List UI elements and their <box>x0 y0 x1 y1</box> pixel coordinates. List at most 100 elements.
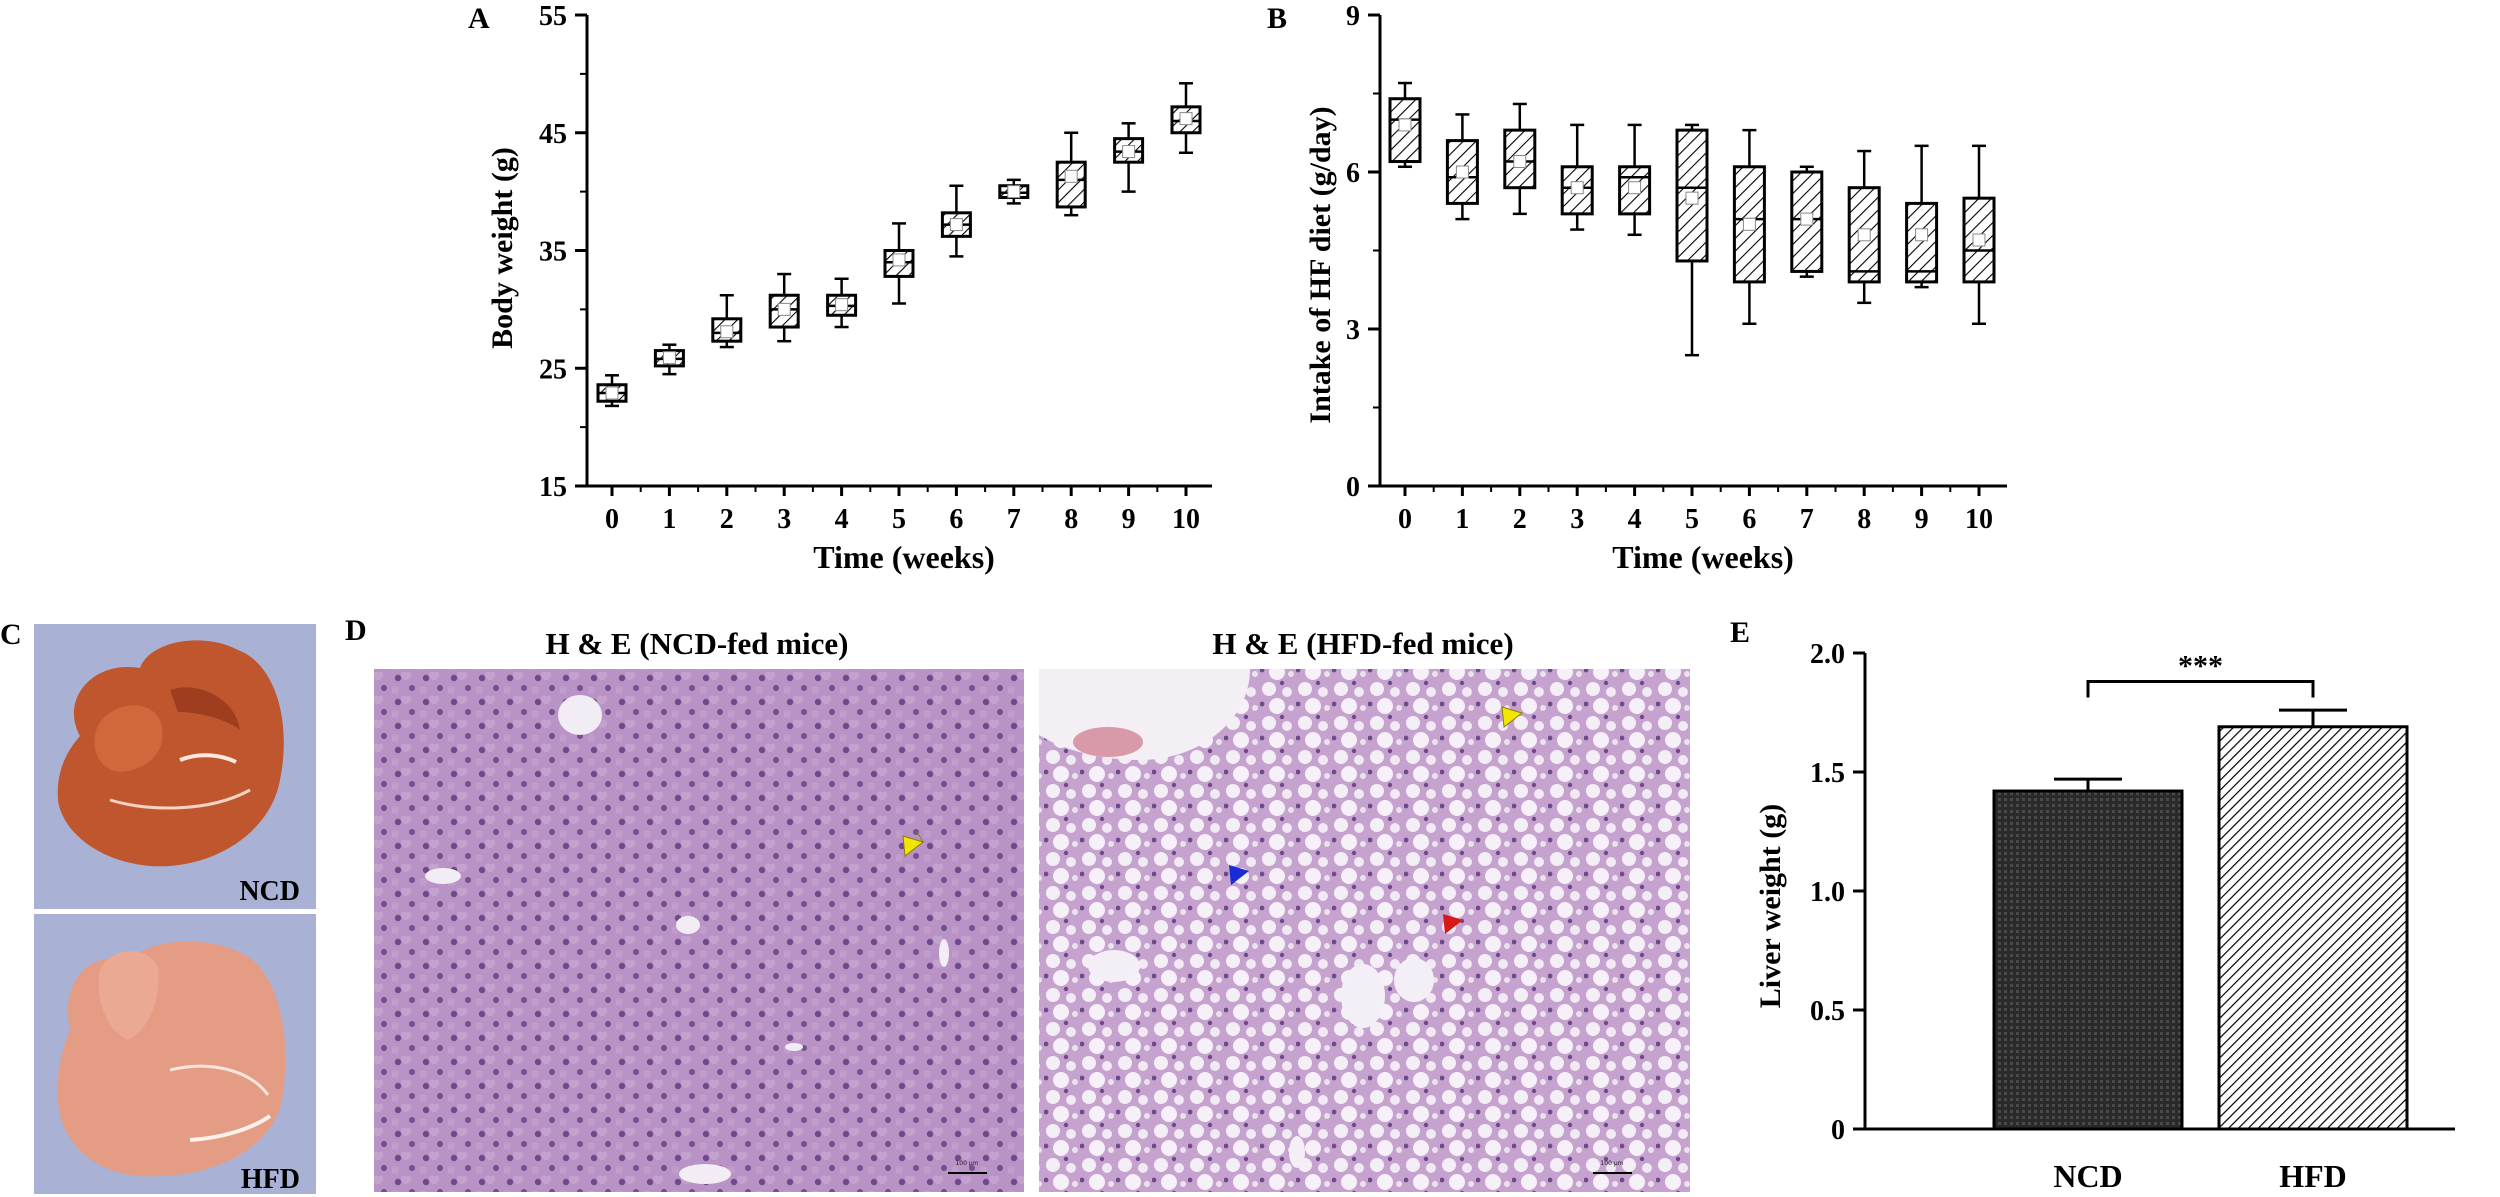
box-mean-marker <box>1972 233 1986 247</box>
box-mean-marker <box>1455 165 1469 179</box>
box-mean-marker <box>720 325 734 339</box>
x-tick-label: 5 <box>892 504 906 535</box>
panel-c-letter: C <box>0 618 22 651</box>
x-tick-label: 9 <box>1915 504 1929 535</box>
panel-a-boxes <box>596 82 1202 408</box>
he-hfd-title: H & E (HFD-fed mice) <box>1212 626 1513 661</box>
x-tick-label: 8 <box>1857 504 1871 535</box>
box-iqr <box>1055 160 1087 209</box>
panel-b-letter: B <box>1267 2 1287 35</box>
panel-b-box-plot: B 0 3 6 9 0 1 2 3 4 5 6 7 8 9 10 Time (weeks) Intake o… <box>1267 1 2007 575</box>
x-tick-label: 6 <box>1742 504 1756 535</box>
x-tick-label: 10 <box>1172 504 1200 535</box>
x-tick-label: 1 <box>662 504 676 535</box>
x-tick-label: 0 <box>605 504 619 535</box>
box-mean-marker <box>1915 228 1929 242</box>
x-tick-label: 7 <box>1800 504 1814 535</box>
panel-e-y-axis-label: Liver weight (g) <box>1754 804 1787 1008</box>
panel-b-axes: 0 3 6 9 0 1 2 3 4 5 6 7 8 9 10 <box>1346 1 2007 535</box>
y-tick-label: 0 <box>1831 1115 1845 1146</box>
box-week-8 <box>1055 131 1087 217</box>
box-iqr <box>1503 128 1537 190</box>
box-week-5 <box>1675 123 1709 357</box>
x-tick-label: 1 <box>1455 504 1469 535</box>
x-tick-label: 9 <box>1122 504 1136 535</box>
box-week-6 <box>940 184 972 258</box>
box-mean-marker <box>1007 185 1021 199</box>
y-tick-label: 0 <box>1346 472 1360 503</box>
bar-ncd: NCD <box>1992 777 2184 1194</box>
box-week-3 <box>1560 123 1594 231</box>
box-mean-marker <box>1742 217 1756 231</box>
x-tick-label: 6 <box>949 504 963 535</box>
x-tick-label: 8 <box>1064 504 1078 535</box>
box-iqr <box>1905 201 1939 284</box>
bar-hfd: HFD <box>2217 708 2409 1194</box>
bar-rect <box>1992 789 2184 1131</box>
box-week-5 <box>883 222 915 305</box>
panel-b-y-axis-label: Intake of HF diet (g/day) <box>1304 106 1337 423</box>
box-mean-marker <box>662 351 676 365</box>
y-tick-label: 9 <box>1346 1 1360 32</box>
y-tick-label: 15 <box>539 472 567 503</box>
box-week-10 <box>1170 82 1202 155</box>
box-iqr <box>1962 196 1996 284</box>
box-week-2 <box>711 293 743 349</box>
he-hfd-scale-bar: 100 μm <box>1600 1160 1623 1167</box>
box-week-9 <box>1905 144 1939 289</box>
box-mean-marker <box>1179 112 1193 126</box>
bar-rect <box>2217 725 2409 1131</box>
box-week-0 <box>1388 81 1422 169</box>
box-week-4 <box>1618 123 1652 237</box>
box-mean-marker <box>1064 169 1078 183</box>
box-week-1 <box>1445 113 1479 221</box>
x-tick-label: 0 <box>1398 504 1412 535</box>
he-ncd-image: 100 μm <box>374 669 1024 1192</box>
photo-liver-ncd: NCD <box>34 624 316 909</box>
panel-b-boxes <box>1388 81 1996 357</box>
box-iqr <box>1388 97 1422 164</box>
x-tick-label: 4 <box>1628 504 1642 535</box>
box-mean-marker <box>605 386 619 400</box>
box-week-4 <box>826 277 858 329</box>
panel-d-letter: D <box>345 614 367 647</box>
box-mean-marker <box>1628 181 1642 195</box>
box-week-2 <box>1503 102 1537 216</box>
box-mean-marker <box>1513 155 1527 169</box>
box-week-0 <box>596 374 628 408</box>
significance-label: *** <box>2178 650 2223 683</box>
box-week-8 <box>1847 149 1881 305</box>
panel-e-bars: NCD HFD *** <box>1992 650 2409 1194</box>
box-week-10 <box>1962 144 1996 326</box>
significance-bracket: *** <box>2086 650 2315 698</box>
x-tick-label: 3 <box>777 504 791 535</box>
panel-a-x-axis-label: Time (weeks) <box>813 539 995 575</box>
box-mean-marker <box>892 253 906 267</box>
y-tick-label: 35 <box>539 237 567 268</box>
x-tick-label: 5 <box>1685 504 1699 535</box>
box-week-3 <box>768 272 800 343</box>
liver-ncd-label: NCD <box>239 876 300 907</box>
y-tick-label: 45 <box>539 119 567 150</box>
he-ncd-title: H & E (NCD-fed mice) <box>545 626 848 661</box>
box-iqr <box>768 293 800 329</box>
x-tick-label: 2 <box>1513 504 1527 535</box>
panel-a-y-axis-label: Body weight (g) <box>486 147 519 349</box>
bracket-line <box>2086 680 2315 698</box>
box-mean-marker <box>835 298 849 312</box>
y-tick-label: 2.0 <box>1810 639 1845 670</box>
y-tick-label: 6 <box>1346 158 1360 189</box>
box-mean-marker <box>1685 191 1699 205</box>
bar-category-label: HFD <box>2279 1158 2347 1194</box>
box-week-7 <box>998 178 1030 205</box>
box-week-9 <box>1113 122 1145 193</box>
box-week-6 <box>1732 128 1766 326</box>
x-tick-label: 3 <box>1570 504 1584 535</box>
x-tick-label: 4 <box>835 504 849 535</box>
photo-liver-hfd: HFD <box>34 914 316 1195</box>
panel-d-histology: D H & E (NCD-fed mice) H & E (HFD-fed mi… <box>345 614 1690 1192</box>
box-mean-marker <box>1800 212 1814 226</box>
box-mean-marker <box>1122 145 1136 159</box>
